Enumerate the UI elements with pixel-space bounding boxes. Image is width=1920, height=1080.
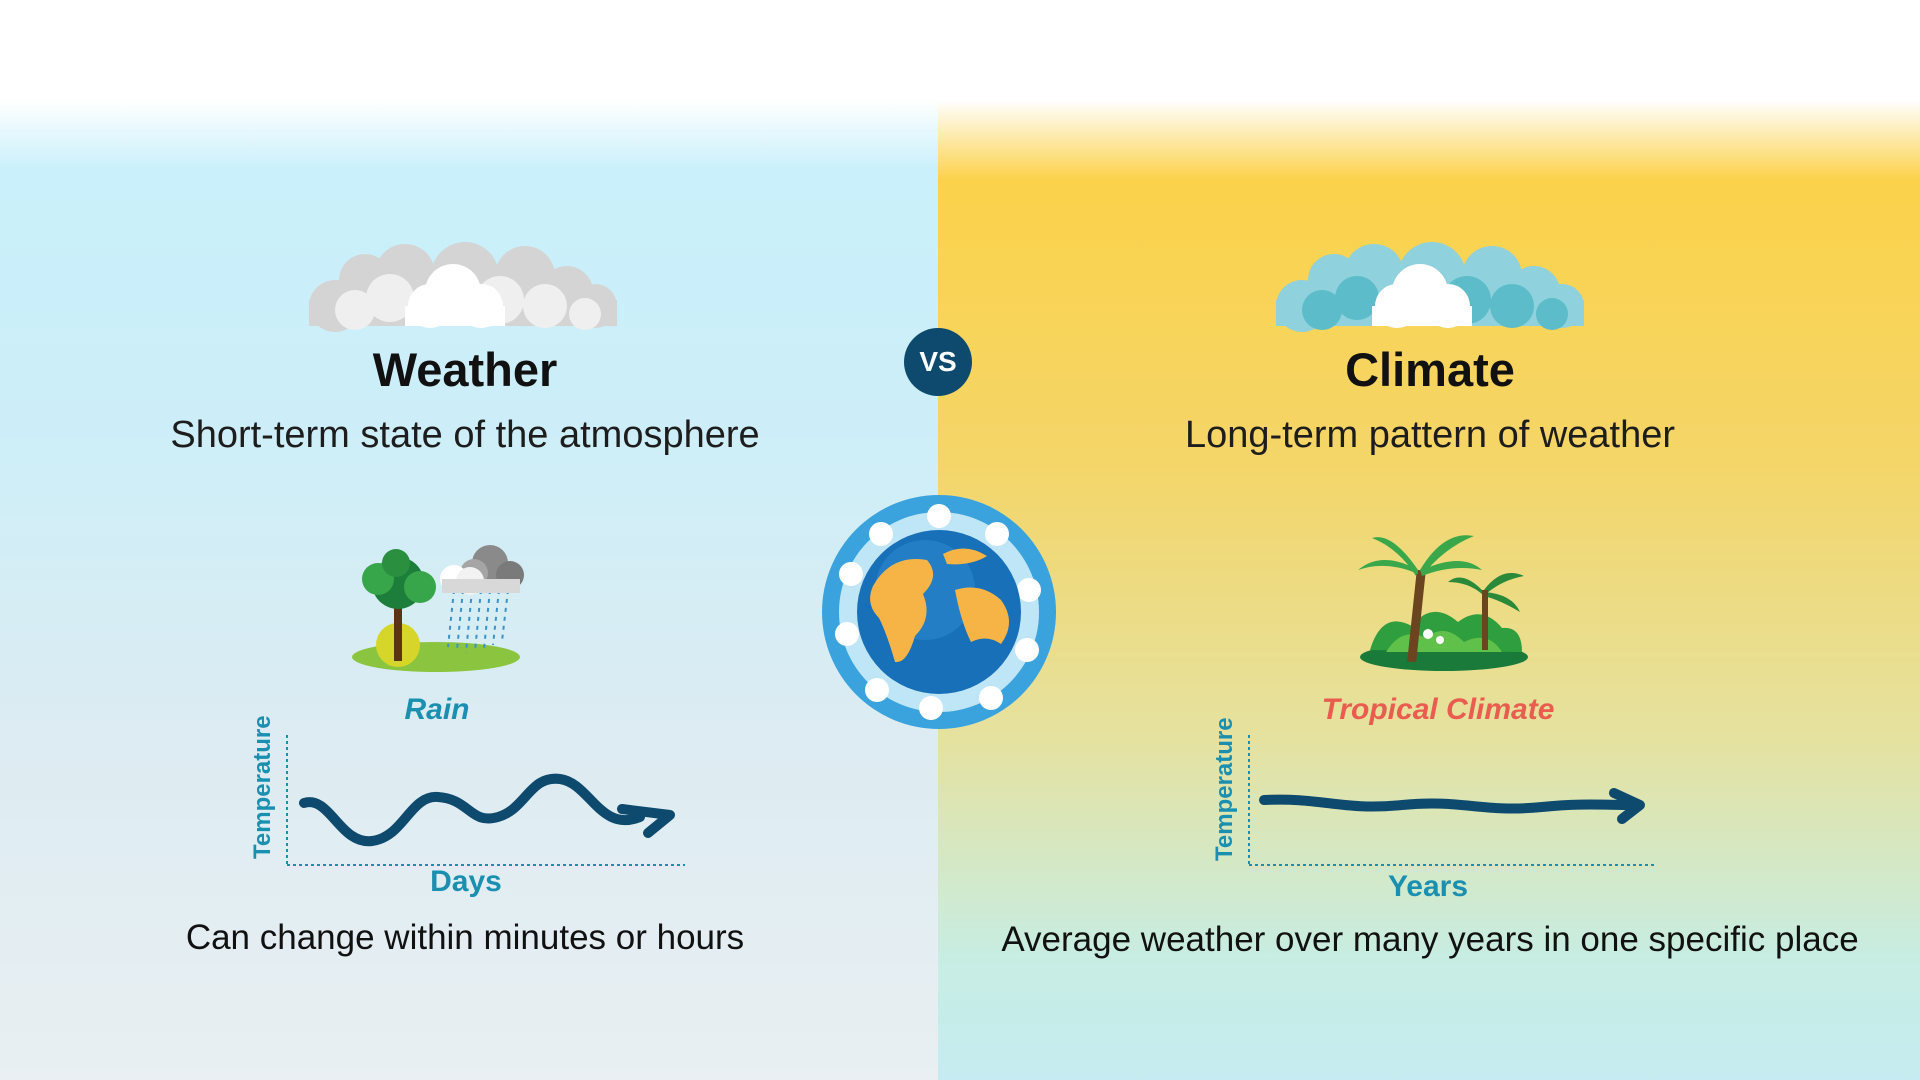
weather-cloud-icon bbox=[309, 242, 617, 332]
vs-badge: VS bbox=[904, 328, 972, 396]
climate-description: Average weather over many years in one s… bbox=[1001, 920, 1859, 959]
weather-temperature-chart bbox=[286, 735, 685, 866]
climate-arrow-head bbox=[1609, 788, 1645, 824]
palm-island-icon bbox=[1358, 535, 1528, 671]
climate-temperature-chart bbox=[1248, 735, 1657, 866]
climate-chart-xlabel: Years bbox=[1387, 870, 1469, 903]
weather-arrow-head bbox=[617, 804, 675, 838]
earth-globe-icon bbox=[822, 495, 1056, 729]
weather-title: Weather bbox=[372, 343, 558, 396]
climate-cloud-icon bbox=[1276, 242, 1584, 332]
climate-trend-line bbox=[1259, 794, 1637, 814]
weather-description: Can change within minutes or hours bbox=[185, 918, 745, 957]
tree-rain-cloud-icon bbox=[352, 545, 524, 672]
weather-trend-line bbox=[299, 773, 645, 847]
climate-subtitle: Long-term pattern of weather bbox=[1184, 414, 1676, 456]
weather-chart-xlabel: Days bbox=[430, 865, 502, 898]
climate-example-label: Tropical Climate bbox=[1321, 693, 1555, 726]
weather-example-label: Rain bbox=[404, 693, 470, 726]
climate-chart-ylabel: Temperature bbox=[1211, 717, 1238, 861]
weather-subtitle: Short-term state of the atmosphere bbox=[170, 414, 760, 456]
weather-chart-ylabel: Temperature bbox=[249, 715, 276, 859]
climate-title: Climate bbox=[1345, 343, 1515, 396]
